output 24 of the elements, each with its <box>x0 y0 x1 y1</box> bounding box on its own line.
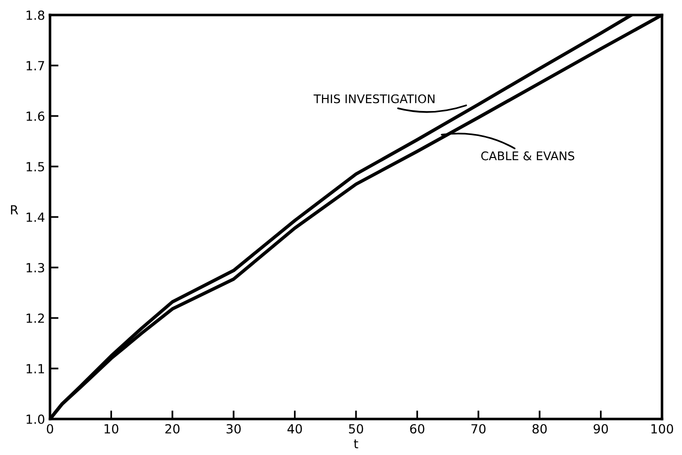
x-tick-label: 10 <box>104 424 118 434</box>
x-tick-label: 40 <box>287 424 302 434</box>
annotation: CABLE & EVANS <box>481 151 574 160</box>
x-tick-label: 60 <box>410 424 424 434</box>
x-tick-label: 30 <box>226 424 241 434</box>
y-axis-title: R <box>11 205 18 214</box>
y-tick-label: 1.0 <box>26 414 44 424</box>
y-tick-label: 1.4 <box>26 212 44 222</box>
x-tick-label: 80 <box>532 424 547 434</box>
x-tick-label: 70 <box>471 424 486 434</box>
annotation: THIS INVESTIGATION <box>314 94 434 104</box>
y-tick-label: 1.8 <box>26 10 44 20</box>
x-tick-label: 20 <box>165 424 180 434</box>
y-tick-label: 1.7 <box>26 61 44 70</box>
y-tick-label: 1.2 <box>26 313 44 323</box>
x-tick-label: 0 <box>46 424 54 434</box>
y-tick-label: 1.6 <box>26 111 44 121</box>
x-tick-label: 50 <box>349 424 364 434</box>
y-tick-label: 1.5 <box>26 162 44 172</box>
y-tick-label: 1.1 <box>26 364 44 374</box>
x-tick-label: 90 <box>594 424 608 434</box>
y-tick-label: 1.3 <box>26 262 44 272</box>
x-axis-title: t <box>354 439 358 448</box>
x-tick-label: 100 <box>651 424 674 434</box>
